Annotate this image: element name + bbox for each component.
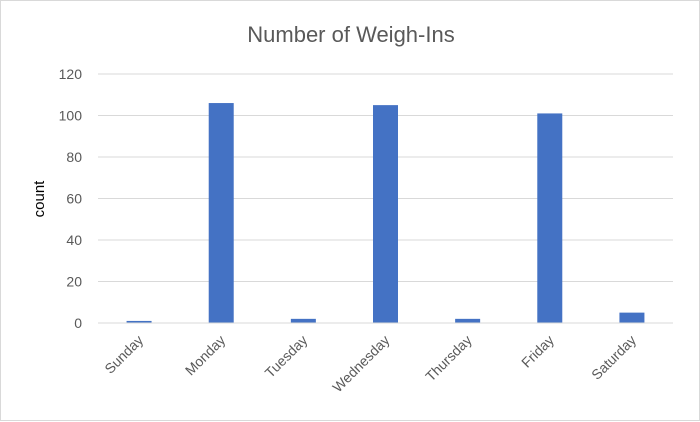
x-axis-ticks: Sunday Monday Tuesday Wednesday Thursday Frid… (101, 332, 639, 395)
y-axis-label: count (31, 180, 48, 218)
bars (126, 103, 645, 323)
y-tick-label: 120 (59, 66, 83, 82)
x-tick-label: Friday (518, 332, 557, 371)
x-tick-label: Sunday (101, 332, 146, 377)
bar (290, 318, 316, 323)
y-tick-label: 40 (66, 232, 82, 248)
y-axis-ticks: 0 20 40 60 80 100 120 (59, 66, 83, 331)
bar (619, 312, 645, 323)
y-tick-label: 20 (66, 274, 82, 290)
chart-title: Number of Weigh-Ins (247, 22, 454, 47)
bar (208, 103, 234, 323)
bar (126, 320, 152, 323)
x-tick-label: Wednesday (329, 332, 392, 395)
bar (537, 113, 563, 323)
bar (373, 105, 398, 323)
y-tick-label: 60 (66, 191, 82, 207)
x-tick-label: Saturday (588, 332, 639, 383)
y-tick-label: 0 (74, 315, 82, 331)
y-tick-label: 80 (66, 149, 82, 165)
bar (455, 318, 481, 323)
x-tick-label: Monday (182, 332, 229, 379)
x-tick-label: Tuesday (262, 332, 311, 381)
x-tick-label: Thursday (422, 332, 475, 385)
y-tick-label: 100 (59, 108, 83, 124)
